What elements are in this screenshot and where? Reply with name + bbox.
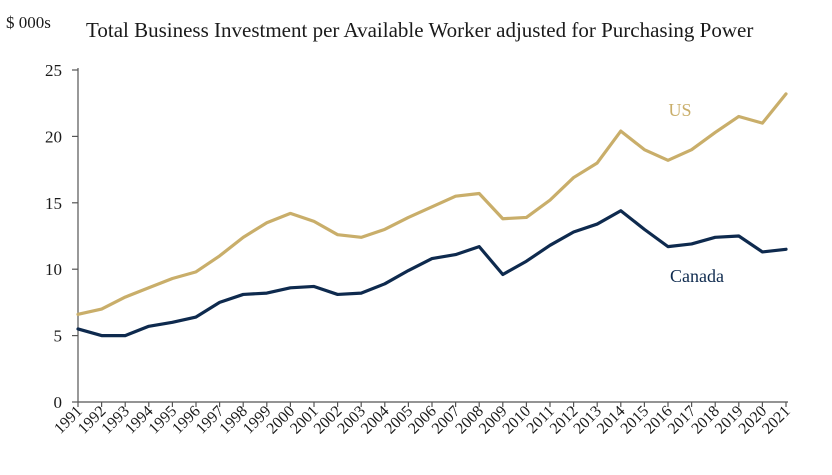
series-line-us — [76, 92, 788, 316]
y-tick-label: 25 — [45, 61, 62, 80]
axes — [72, 68, 788, 407]
y-tick-label: 0 — [54, 393, 63, 412]
series-label-us: US — [668, 100, 691, 120]
series-line-canada — [76, 209, 788, 338]
y-tick-labels: 0 5 10 15 20 25 — [45, 61, 62, 412]
y-tick-label: 15 — [45, 194, 62, 213]
y-unit-label: $ 000s — [6, 13, 51, 32]
y-tick-label: 20 — [45, 127, 62, 146]
chart-title: Total Business Investment per Available … — [86, 18, 753, 42]
series-labels: US Canada — [668, 100, 724, 286]
y-tick-label: 5 — [54, 327, 63, 346]
x-tick-labels: 1991199219931994199519961997199819992000… — [51, 403, 794, 438]
y-tick-label: 10 — [45, 260, 62, 279]
series-label-canada: Canada — [670, 266, 724, 286]
series-lines — [76, 92, 788, 338]
x-tick-label: 2021 — [759, 403, 794, 438]
